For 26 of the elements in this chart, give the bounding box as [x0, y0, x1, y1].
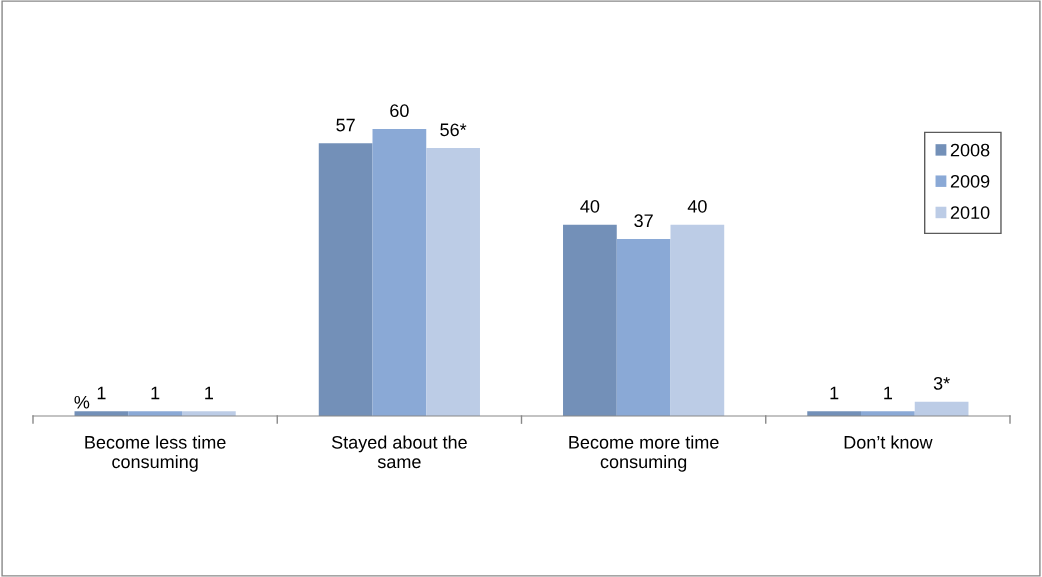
data-label: 60 — [390, 104, 409, 118]
x-tick-label: Become more time consuming — [569, 435, 719, 472]
data-label: 1 — [205, 386, 213, 400]
x-tick-label: Don’t know — [844, 435, 933, 449]
data-label: 1 — [884, 386, 893, 400]
data-label: 40 — [687, 199, 707, 213]
x-tick-label: Stayed about the same — [331, 435, 467, 469]
data-label: 1 — [151, 386, 160, 400]
legend-label: 2008 — [950, 143, 990, 157]
bar — [318, 143, 373, 416]
data-label: 1 — [97, 386, 106, 400]
data-label: 1 — [830, 386, 839, 400]
bar — [426, 148, 480, 416]
x-tick-label: Become less time consuming — [85, 435, 226, 472]
bar — [670, 224, 725, 416]
data-label: 57 — [336, 118, 355, 132]
legend-label: 2010 — [950, 206, 990, 219]
bar — [616, 239, 671, 416]
bar — [372, 128, 427, 416]
data-label: 56* — [440, 123, 467, 137]
data-label: 40 — [580, 199, 600, 213]
y-axis-title: % — [74, 395, 90, 409]
data-label: 37 — [634, 214, 653, 228]
data-label: 3* — [933, 376, 950, 390]
legend-label: 2009 — [950, 174, 990, 188]
bar — [563, 224, 617, 416]
